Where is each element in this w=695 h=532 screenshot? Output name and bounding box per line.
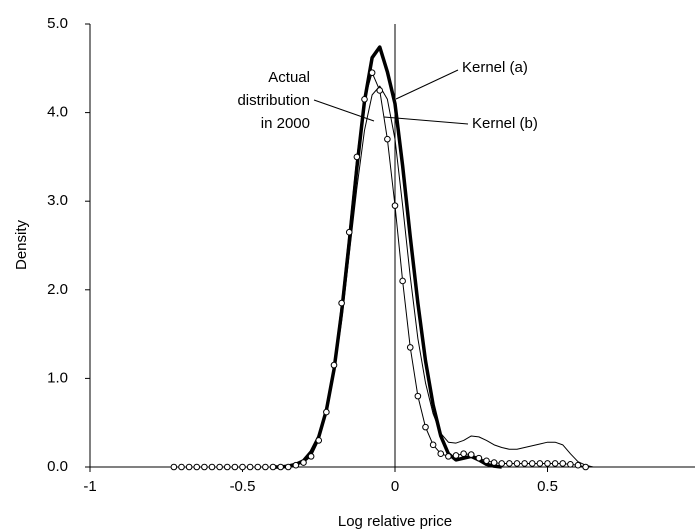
data-point — [506, 460, 513, 467]
data-point — [452, 452, 460, 459]
y-tick-label: 1.0 — [47, 369, 68, 386]
data-point — [429, 441, 437, 449]
data-point — [521, 460, 528, 467]
data-point — [445, 453, 452, 460]
data-point — [208, 463, 216, 471]
annotation: Kernel (a) — [462, 59, 528, 76]
data-point — [323, 408, 330, 416]
data-point — [483, 457, 490, 465]
data-point — [490, 459, 498, 466]
data-point — [300, 459, 307, 466]
data-point — [185, 463, 193, 471]
x-axis-label: Log relative price — [338, 513, 452, 530]
data-point — [513, 460, 521, 467]
data-point — [544, 460, 551, 467]
data-point — [498, 460, 506, 467]
data-point — [284, 463, 292, 471]
data-point — [414, 392, 422, 400]
y-axis-label: Density — [13, 219, 30, 270]
x-tick-label: 0.5 — [537, 478, 558, 495]
data-point — [460, 450, 467, 458]
data-point — [399, 277, 406, 285]
data-point — [246, 463, 254, 471]
data-point — [223, 463, 231, 471]
data-point — [262, 463, 269, 471]
data-point — [193, 463, 201, 471]
annotation: Actual — [268, 69, 310, 86]
data-point — [315, 437, 323, 444]
data-point — [475, 454, 483, 462]
data-point — [567, 461, 574, 468]
y-tick-label: 5.0 — [47, 15, 68, 32]
data-point — [231, 463, 239, 471]
series-line — [273, 45, 502, 469]
data-point — [391, 202, 399, 209]
y-tick-label: 3.0 — [47, 192, 68, 209]
data-point — [536, 460, 544, 467]
data-point — [582, 463, 589, 471]
y-tick-label: 4.0 — [47, 104, 68, 121]
data-point — [353, 153, 361, 161]
data-point — [239, 463, 246, 471]
x-tick-label: 0 — [391, 478, 399, 495]
data-point — [376, 87, 384, 94]
data-point — [254, 463, 262, 471]
x-tick-label: -1 — [83, 478, 96, 495]
annotation: in 2000 — [261, 115, 310, 132]
data-point — [551, 460, 559, 467]
data-point — [384, 135, 391, 143]
data-point — [437, 450, 445, 458]
data-point — [170, 463, 178, 471]
data-point — [406, 344, 414, 351]
annotation: distribution — [237, 92, 310, 109]
data-point — [422, 423, 429, 431]
data-point — [345, 228, 353, 236]
data-point — [467, 451, 475, 458]
data-point — [559, 460, 567, 467]
data-point — [292, 461, 300, 469]
data-point — [361, 96, 368, 103]
data-point — [574, 461, 582, 469]
data-point — [178, 463, 185, 471]
data-point — [330, 361, 338, 369]
leader-line — [395, 69, 459, 100]
data-point — [368, 69, 376, 77]
data-point — [216, 463, 223, 471]
y-tick-label: 0.0 — [47, 458, 68, 475]
annotation: Kernel (b) — [472, 115, 538, 132]
data-point — [338, 299, 345, 307]
data-point — [201, 463, 208, 471]
x-tick-label: -0.5 — [230, 478, 256, 495]
data-point — [269, 463, 277, 471]
data-point — [307, 453, 315, 460]
data-point — [528, 460, 536, 467]
data-point — [277, 463, 284, 471]
y-tick-label: 2.0 — [47, 281, 68, 298]
